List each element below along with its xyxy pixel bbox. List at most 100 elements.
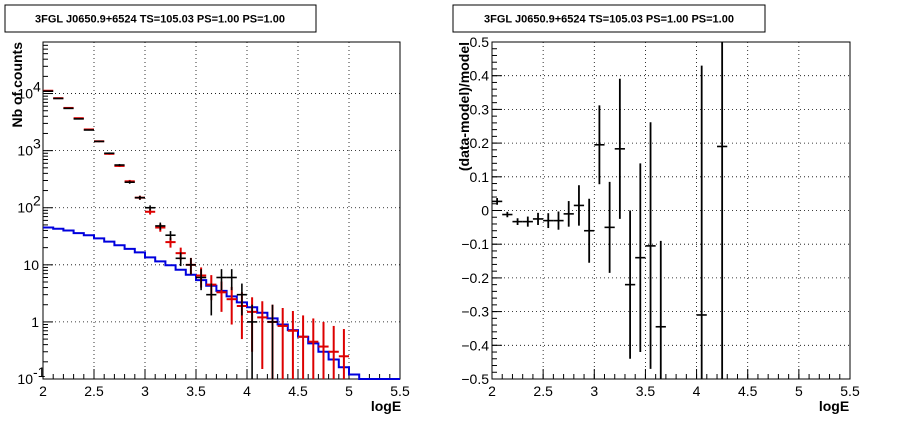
residual-point (614, 78, 625, 219)
model-point (287, 311, 298, 379)
residual-point (563, 201, 574, 227)
right-x-tick-label: 4.5 (738, 383, 758, 399)
model-point (338, 329, 349, 379)
left-title: 3FGL J0650.9+6524 TS=105.03 PS=1.00 PS=1… (35, 14, 285, 26)
right-y-tick-label: −0.4 (461, 337, 489, 353)
residual-point (522, 216, 533, 227)
left-title-box (4, 4, 317, 33)
right-x-tick-label: 2.5 (533, 383, 553, 399)
left-y-tick-exponent: 4 (33, 79, 41, 95)
right-title-box (452, 4, 766, 33)
left-x-tick-label: 4.5 (288, 383, 308, 399)
right-x-tick-label: 3.5 (636, 383, 656, 399)
right-y-tick-label: −0.1 (461, 236, 489, 252)
left-y-tick-label: 10 (23, 257, 39, 273)
data-point (175, 252, 186, 267)
residual-point (604, 181, 615, 273)
residual-point (512, 218, 523, 225)
left-grid (43, 42, 400, 379)
right-y-tick-label: −0.2 (461, 270, 489, 286)
left-y-tick-label: 10 (17, 143, 33, 159)
data-point (206, 283, 217, 316)
model-point (257, 301, 268, 369)
right-panel: 2 2.5 3 3.5 4 4.5 5 5.5 −0.5 −0.4 −0.3 −0.2 −0.1 0 0.1… (452, 4, 860, 414)
left-y-tick-exponent: 2 (33, 193, 41, 209)
data-point (63, 107, 74, 110)
right-residual-series (492, 42, 728, 379)
data-point (155, 222, 166, 230)
right-x-tick-label: 4 (693, 383, 701, 399)
left-y-tick-label: 10 (17, 86, 33, 102)
right-ticks: 2 2.5 3 3.5 4 4.5 5 5.5 −0.5 −0.4 −0.3 −0.2 −0.1 0 0.1… (461, 34, 860, 399)
model-point (328, 325, 339, 379)
residual-point (502, 211, 513, 218)
right-x-tick-label: 5.5 (840, 383, 860, 399)
left-x-tick-label: 5 (345, 383, 353, 399)
left-y-tick-label: 1 (31, 314, 39, 330)
left-x-tick-label: 3 (141, 383, 149, 399)
left-y-label: Nb of counts (9, 42, 25, 128)
residual-point (696, 65, 707, 379)
data-point (124, 180, 135, 184)
data-point (94, 140, 105, 143)
right-x-label: logE (819, 398, 849, 414)
data-point (73, 118, 84, 120)
left-x-tick-label: 2.5 (84, 383, 104, 399)
data-point (104, 152, 115, 155)
right-x-tick-label: 5 (795, 383, 803, 399)
residual-point (624, 210, 636, 359)
right-plot-frame (491, 41, 851, 380)
residual-point (573, 185, 585, 226)
left-y-tick-exponent: 3 (33, 136, 41, 152)
data-point (226, 269, 237, 291)
right-y-tick-label: −0.5 (461, 371, 489, 387)
left-data-series (43, 90, 278, 379)
right-y-tick-label: 0.4 (470, 68, 490, 84)
right-y-label: (data-model)/model (456, 42, 472, 171)
data-point (236, 283, 247, 316)
data-point (145, 205, 156, 211)
residual-point (532, 212, 544, 225)
right-y-tick-label: 0.2 (470, 135, 490, 151)
model-point (226, 286, 237, 325)
left-x-tick-label: 4 (243, 383, 251, 399)
residual-point (635, 163, 646, 353)
model-point (318, 321, 329, 379)
left-x-label: logE (371, 398, 401, 414)
residual-point (645, 122, 656, 369)
right-title: 3FGL J0650.9+6524 TS=105.03 PS=1.00 PS=1… (484, 14, 734, 26)
right-y-tick-label: −0.3 (461, 304, 489, 320)
right-y-tick-label: 0.3 (470, 101, 490, 117)
data-point (216, 269, 227, 291)
right-y-tick-label: 0 (481, 203, 489, 219)
residual-point (553, 211, 564, 230)
data-point (196, 269, 207, 291)
left-y-tick-exponent: -1 (33, 364, 46, 380)
residual-point (543, 213, 554, 229)
data-point (134, 195, 145, 200)
data-point (165, 231, 176, 241)
data-point (114, 163, 125, 167)
data-point (185, 257, 196, 275)
residual-point (584, 198, 595, 263)
model-point (298, 315, 309, 379)
right-grid (492, 42, 850, 379)
data-point (53, 97, 64, 100)
right-x-tick-label: 2 (488, 383, 496, 399)
right-y-tick-label: 0.5 (470, 34, 490, 50)
right-y-tick-label: 0.1 (470, 169, 490, 185)
left-x-tick-label: 5.5 (390, 383, 410, 399)
left-x-tick-label: 3.5 (186, 383, 206, 399)
left-y-tick-label: 10 (17, 371, 33, 387)
residual-point (717, 42, 728, 379)
data-point (83, 129, 94, 131)
residual-point (655, 240, 666, 379)
right-x-tick-label: 3 (590, 383, 598, 399)
left-plot-frame (42, 41, 401, 380)
data-point (247, 304, 258, 379)
residual-point (594, 105, 605, 185)
model-point (277, 308, 288, 379)
